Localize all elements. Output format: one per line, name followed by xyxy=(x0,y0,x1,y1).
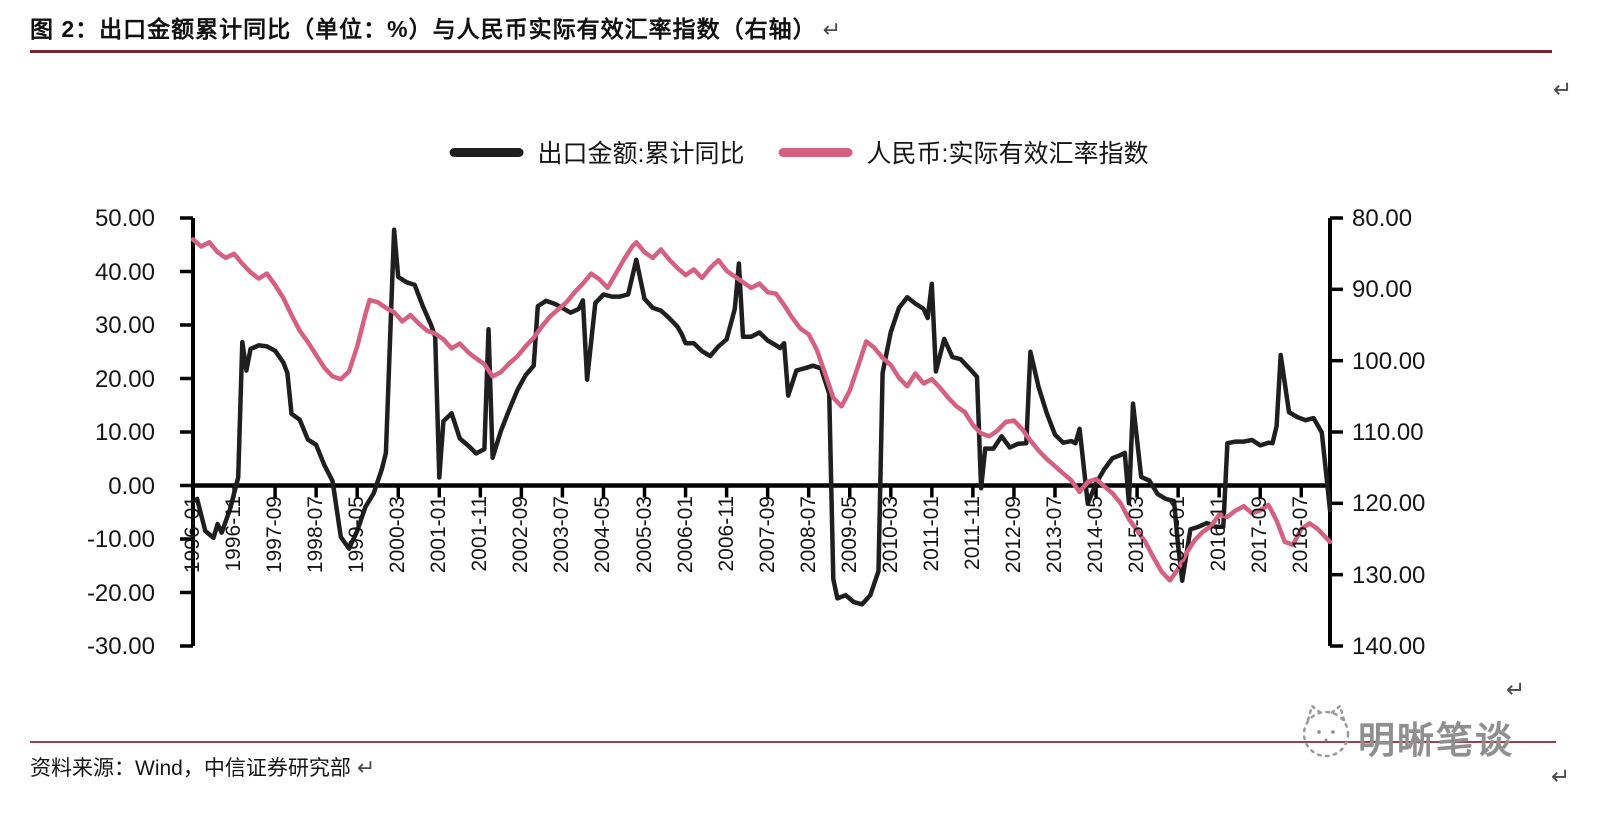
axis-tick-label: 2001-11 xyxy=(468,496,492,572)
axis-tick-label: 90.00 xyxy=(1352,276,1413,304)
axis-tick-label: 2006-01 xyxy=(673,496,697,574)
axis-tick-label: -30.00 xyxy=(86,633,155,660)
chart-legend: 出口金额:累计同比 人民币:实际有效汇率指数 xyxy=(449,134,1149,170)
axis-tick-label: 2003-07 xyxy=(550,496,574,574)
axis-tick-label: 2011-01 xyxy=(919,496,943,572)
axis-tick-label: 2011-11 xyxy=(960,496,984,570)
axis-tick-label: 2008-07 xyxy=(796,496,820,574)
axis-tick-label: 120.00 xyxy=(1352,490,1426,518)
watermark-text: 明晰笔谈 xyxy=(1358,720,1514,761)
axis-tick-label: 2006-11 xyxy=(714,496,738,572)
axis-tick-label: 140.00 xyxy=(1352,633,1426,660)
axis-tick-label: 2012-09 xyxy=(1001,496,1025,574)
axis-tick-label: 2018-07 xyxy=(1289,496,1313,574)
axis-tick-label: 2007-09 xyxy=(755,496,779,574)
legend-label-reer: 人民币:实际有效汇率指数 xyxy=(866,140,1149,168)
axis-tick-label: 2000-03 xyxy=(386,496,410,574)
axis-tick-label: 2004-05 xyxy=(591,496,615,574)
axis-tick-label: 110.00 xyxy=(1352,419,1424,446)
watermark: 明晰笔谈 xyxy=(1292,694,1572,774)
axis-tick-label: 80.00 xyxy=(1352,205,1413,232)
legend-label-export: 出口金额:累计同比 xyxy=(537,140,745,168)
axis-tick-label: 2015-03 xyxy=(1125,496,1149,574)
paragraph-mark-icon: ↵ xyxy=(1553,76,1573,102)
axis-tick-label: 40.00 xyxy=(94,258,155,286)
legend-item-export: 出口金额:累计同比 xyxy=(449,134,745,170)
source-note-text: 资料来源：Wind，中信证券研究部 xyxy=(30,757,351,780)
axis-tick-label: 2017-09 xyxy=(1248,496,1272,574)
paragraph-mark-icon: ↵ xyxy=(1551,763,1571,789)
axis-tick-label: 2016-01 xyxy=(1166,496,1190,574)
paragraph-mark-icon: ↵ xyxy=(356,755,376,780)
axis-tick-label: 0.00 xyxy=(108,472,155,500)
axis-tick-label: 50.00 xyxy=(94,205,155,232)
source-note: 资料来源：Wind，中信证券研究部 ↵ xyxy=(30,752,375,782)
figure-title-text: 图 2：出口金额累计同比（单位：%）与人民币实际有效汇率指数（右轴） xyxy=(30,16,817,42)
title-underline xyxy=(30,50,1552,53)
axis-tick-label: 1997-09 xyxy=(263,496,287,574)
axis-tick-label: 10.00 xyxy=(94,419,155,446)
axis-tick-label: 2010-03 xyxy=(878,496,902,574)
axis-tick-label: 1996-11 xyxy=(222,496,246,572)
axis-tick-label: 1998-07 xyxy=(304,496,328,574)
axis-tick-label: 100.00 xyxy=(1352,347,1426,375)
paragraph-mark-icon: ↵ xyxy=(1506,676,1526,702)
axis-tick-label: 2001-01 xyxy=(427,496,451,574)
axis-tick-label: 2014-05 xyxy=(1084,496,1108,574)
axis-tick-label: 2005-03 xyxy=(632,496,656,574)
axis-tick-label: 1999-05 xyxy=(345,496,369,574)
separator-line xyxy=(30,741,1556,743)
reer-line-swatch xyxy=(778,147,853,157)
axis-tick-label: 1996-01 xyxy=(181,496,204,574)
axis-tick-label: 2009-05 xyxy=(837,496,861,574)
axis-tick-label: 130.00 xyxy=(1352,561,1426,589)
legend-item-reer: 人民币:实际有效汇率指数 xyxy=(778,134,1149,170)
figure-title: 图 2：出口金额累计同比（单位：%）与人民币实际有效汇率指数（右轴） ↵ xyxy=(30,10,842,44)
cat-face-logo-icon xyxy=(1302,703,1350,758)
axis-tick-label: -20.00 xyxy=(86,579,155,607)
axis-tick-label: 2013-07 xyxy=(1042,496,1066,574)
reer-index-line xyxy=(190,237,1333,583)
axis-tick-label: -10.00 xyxy=(86,526,155,553)
paragraph-mark-icon: ↵ xyxy=(822,17,843,42)
axis-tick-label: 2002-09 xyxy=(509,496,533,574)
export-line-swatch xyxy=(449,147,524,157)
axis-tick-label: 30.00 xyxy=(94,312,155,339)
export-yoy-line xyxy=(194,227,1333,607)
axis-tick-label: 20.00 xyxy=(94,365,155,393)
axis-tick-label: 2016-11 xyxy=(1207,496,1231,572)
